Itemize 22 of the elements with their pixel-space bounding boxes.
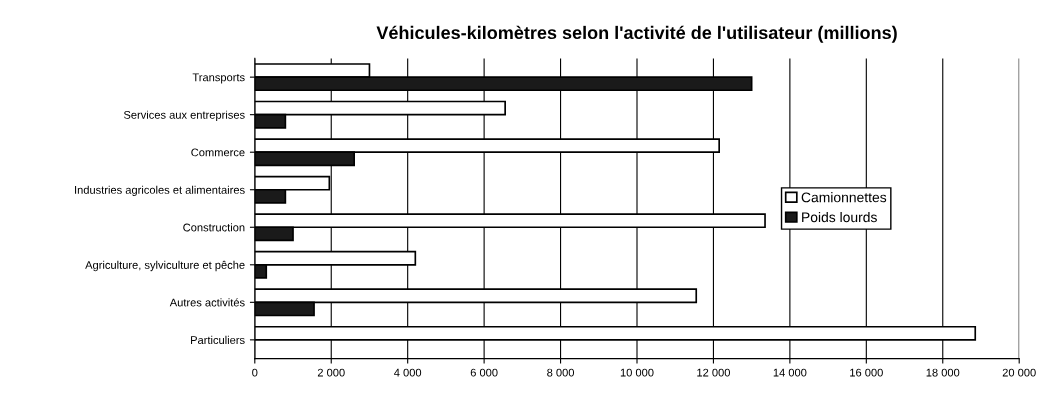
legend-label: Poids lourds	[802, 211, 877, 223]
y-tick-label: Construction	[183, 223, 245, 232]
y-tick-label: Commerce	[191, 148, 245, 157]
y-tick-label: Transports	[192, 73, 245, 84]
y-tick-label: Particuliers	[191, 335, 245, 344]
x-tick-label: 14 000	[773, 368, 807, 377]
x-tick-label: 4 000	[394, 368, 422, 377]
x-tick-label: 8 000	[547, 368, 575, 377]
x-tick-label: 16 000	[850, 368, 883, 377]
x-tick-label: 12 000	[697, 368, 730, 377]
legend-label: Camionnettes	[801, 192, 887, 203]
y-tick-label: Industries agricoles et alimentaires	[75, 185, 245, 197]
x-tick-label: 6 000	[470, 368, 498, 377]
x-tick-label: 18 000	[926, 368, 960, 377]
chart-title: Véhicules-kilomètres selon l'activité de l'utilisateur (millions)	[376, 25, 897, 43]
y-tick-label: Agriculture, sylviculture et pêche	[85, 260, 245, 272]
x-tick-label: 2 000	[317, 368, 345, 377]
x-tick-label: 0	[252, 368, 258, 377]
x-tick-label: 20 000	[1002, 368, 1036, 377]
y-tick-label: Services aux entreprises	[123, 110, 245, 122]
y-tick-label: Autres activités	[169, 298, 245, 307]
x-tick-label: 10 000	[620, 368, 654, 377]
